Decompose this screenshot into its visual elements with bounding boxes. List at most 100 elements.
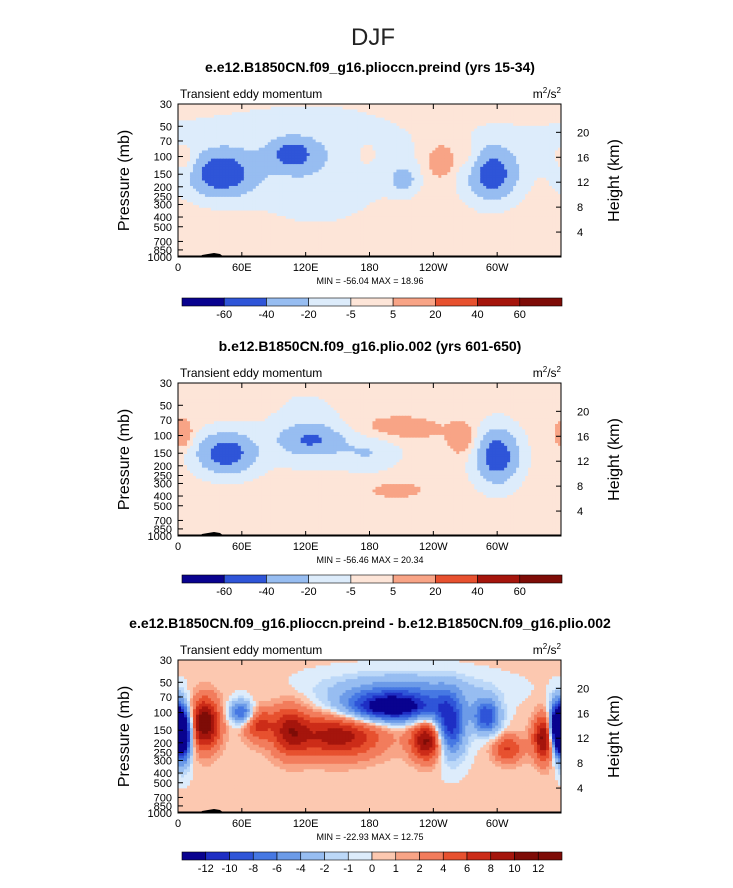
y-tick-label: 100 [154, 431, 172, 443]
y-tick-label: 30 [160, 655, 172, 667]
colorbar-bin [519, 297, 563, 307]
colorbar-label: 10 [508, 863, 520, 875]
colorbar-bin [466, 851, 492, 861]
colorbar-bin [223, 297, 267, 307]
height-tick-label: 12 [577, 456, 589, 468]
colorbar-bin [435, 297, 478, 307]
colorbar-label: -60 [216, 586, 232, 598]
y-tick-label: 300 [154, 199, 172, 211]
y-tick-label: 100 [154, 152, 172, 164]
colorbar-label: 5 [390, 309, 396, 321]
y-tick-label: 200 [154, 461, 172, 473]
y-axis-label-right: Height (km) [606, 695, 623, 778]
field-label: Transient eddy momentum [180, 643, 322, 657]
height-tick-label: 12 [577, 177, 589, 189]
x-tick-label: 60W [486, 262, 509, 274]
y-tick-label: 1000 [148, 252, 172, 264]
colorbar-label: 4 [440, 863, 446, 875]
y-tick-label: 500 [154, 501, 172, 513]
colorbar-label: -20 [301, 309, 317, 321]
colorbar-label: 60 [514, 586, 526, 598]
units-label: m2/s2 [533, 642, 562, 657]
colorbar-label: -5 [346, 586, 356, 598]
height-tick-label: 4 [577, 506, 583, 518]
x-tick-label: 180 [360, 262, 378, 274]
colorbar-bin [392, 297, 436, 307]
colorbar-bin [229, 851, 254, 861]
units-label: m2/s2 [533, 86, 562, 101]
colorbar-bin [276, 851, 302, 861]
colorbar-label: 40 [471, 309, 483, 321]
figure-title: DJF [351, 24, 395, 51]
colorbar-label: -5 [346, 309, 356, 321]
contour-field [178, 383, 561, 536]
colorbar-label: -6 [272, 863, 282, 875]
y-tick-label: 400 [154, 212, 172, 224]
y-tick-label: 150 [154, 448, 172, 460]
y-tick-label: 250 [154, 471, 172, 483]
colorbar-label: -2 [320, 863, 330, 875]
y-axis-label: Pressure (mb) [116, 130, 133, 231]
x-tick-label: 120E [293, 262, 319, 274]
panel-2: b.e12.B1850CN.f09_g16.plio.002 (yrs 601-… [116, 338, 623, 598]
y-axis-label: Pressure (mb) [116, 686, 133, 787]
y-tick-label: 700 [154, 236, 172, 248]
colorbar-label: 0 [369, 863, 375, 875]
colorbar-label: 20 [429, 586, 441, 598]
colorbar-bin [308, 297, 352, 307]
x-tick-label: 60E [232, 818, 252, 830]
colorbar-bin [537, 851, 563, 861]
y-tick-label: 70 [160, 415, 172, 427]
y-tick-label: 150 [154, 169, 172, 181]
x-tick-label: 120W [419, 818, 448, 830]
height-tick-label: 4 [577, 783, 583, 795]
y-tick-label: 400 [154, 768, 172, 780]
colorbar-label: 5 [390, 586, 396, 598]
height-tick-label: 4 [577, 227, 583, 239]
colorbar-label: -8 [248, 863, 258, 875]
colorbar-label: 8 [488, 863, 494, 875]
y-tick-label: 300 [154, 478, 172, 490]
colorbar-bin [419, 851, 444, 861]
y-tick-label: 30 [160, 99, 172, 111]
y-tick-label: 300 [154, 755, 172, 767]
colorbar-bin [181, 574, 225, 584]
colorbar-label: 20 [429, 309, 441, 321]
y-tick-label: 150 [154, 725, 172, 737]
colorbar-bin [519, 574, 563, 584]
colorbar-bin [266, 574, 309, 584]
y-tick-label: 850 [154, 801, 172, 813]
y-tick-label: 30 [160, 378, 172, 390]
x-tick-label: 120W [419, 262, 448, 274]
colorbar-bin [350, 297, 394, 307]
colorbar-bin [347, 851, 373, 861]
y-tick-label: 500 [154, 778, 172, 790]
colorbar-bin [442, 851, 468, 861]
x-tick-label: 60E [232, 262, 252, 274]
colorbar-label: -20 [301, 586, 317, 598]
colorbar-label: 2 [416, 863, 422, 875]
y-tick-label: 700 [154, 515, 172, 527]
colorbar-label: -40 [258, 309, 274, 321]
colorbar: -60 -40 -20 -5 5 20 40 60 [181, 297, 563, 321]
colorbar-bin [477, 574, 521, 584]
height-tick-label: 8 [577, 202, 583, 214]
x-tick-label: 180 [360, 818, 378, 830]
colorbar-bin [181, 297, 225, 307]
panel-title: e.e12.B1850CN.f09_g16.plioccn.preind - b… [129, 615, 611, 631]
colorbar: -12 -10 -8 -6 -4 -2 -1 0 1 2 4 6 8 10 12 [181, 851, 563, 875]
y-tick-label: 200 [154, 182, 172, 194]
units-label: m2/s2 [533, 365, 562, 380]
colorbar-label: -12 [198, 863, 214, 875]
colorbar-bin [514, 851, 539, 861]
y-tick-label: 500 [154, 222, 172, 234]
height-tick-label: 16 [577, 708, 589, 720]
y-tick-label: 1000 [148, 531, 172, 543]
colorbar-label: 1 [393, 863, 399, 875]
y-tick-label: 250 [154, 748, 172, 760]
y-tick-label: 70 [160, 692, 172, 704]
y-tick-label: 250 [154, 192, 172, 204]
colorbar-bin [223, 574, 267, 584]
x-tick-label: 180 [360, 541, 378, 553]
x-tick-label: 120W [419, 541, 448, 553]
